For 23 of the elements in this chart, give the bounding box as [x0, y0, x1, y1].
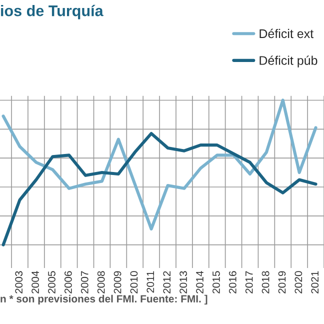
- text: n * son previsiones del FMI. Fuente: FMI. ]: [0, 294, 208, 305]
- x-tick-label: 2020: [294, 271, 302, 294]
- chart-title: ios de Turquía: [1, 4, 104, 20]
- x-tick-label: 2007: [80, 271, 88, 294]
- x-tick-label: 2013: [180, 271, 187, 294]
- legend-label: Déficit ext: [260, 28, 314, 38]
- x-tick-label: 2003: [15, 271, 23, 294]
- legend-label: Déficit púb: [260, 56, 318, 68]
- x-tick-label: 2005: [48, 271, 56, 294]
- x-tick-label: 2018: [262, 271, 270, 294]
- x-tick-label: 2017: [245, 271, 253, 294]
- x-tick-label: 2011: [146, 271, 154, 293]
- x-tick-label: 2015: [212, 271, 220, 294]
- x-tick-label: 2019: [278, 271, 286, 294]
- x-tick-label: 2009: [114, 271, 122, 294]
- x-tick-label: 2016: [228, 271, 236, 294]
- x-tick-label: 2021: [311, 271, 319, 294]
- x-tick-label: 2012: [163, 271, 171, 294]
- x-tick-label: 2010: [130, 271, 138, 294]
- x-tick-label: 2006: [64, 271, 72, 294]
- x-tick-label: 2008: [97, 271, 105, 294]
- x-tick-label: 2004: [32, 271, 39, 294]
- x-tick-label: 2014: [196, 271, 204, 294]
